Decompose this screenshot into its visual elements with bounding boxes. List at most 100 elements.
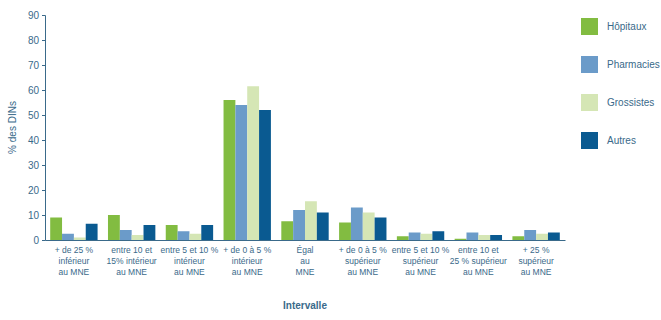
y-tick: 10 [28,210,45,221]
bar [293,210,305,240]
y-tick-label: 70 [28,60,40,71]
y-tick: 50 [28,110,45,121]
bar [397,236,409,240]
x-tick-label-line: entre 5 et 10 % [161,245,219,255]
y-tick: 70 [28,60,45,71]
bar [178,231,190,240]
x-axis-title: Intervalle [283,300,327,311]
x-tick-label-line: Égal [296,245,313,255]
bar [224,100,236,240]
x-tick: entre 10 et15% intérieurau MNE [107,240,157,277]
y-axis-line [42,16,46,241]
x-tick-label-line: + de 25 % [55,245,94,255]
bar [363,213,375,241]
bar [201,225,213,240]
x-tick: + 25 %supérieurau MNE [518,240,554,277]
bar [478,235,490,240]
x-tick-label-line: supérieur [345,256,381,266]
x-tick-label-line: intérieur [174,256,205,266]
y-tick-mark [42,190,45,191]
y-tick-label: 90 [28,10,40,21]
y-tick: 0 [33,235,45,246]
y-tick-mark [42,140,45,141]
bar [409,233,421,241]
bar [108,215,120,240]
bar [455,239,467,240]
y-tick-mark [42,240,45,241]
y-tick-mark [42,165,45,166]
x-tick-label-line: au MNE [116,267,147,277]
bar [281,221,293,240]
bar [512,236,524,240]
x-tick: + de 25 %inférieurau MNE [55,240,94,277]
x-tick-label-line: + de 0 à 5 % [223,245,271,255]
legend-label: Hôpitaux [607,21,646,32]
bar [524,230,536,240]
bar [375,218,387,241]
y-tick-mark [42,15,45,16]
bar [466,233,478,241]
y-tick-mark [42,90,45,91]
bar [166,225,178,240]
x-tick: + de 0 à 5 %intérieurau MNE [223,240,271,277]
bars [50,86,560,240]
bar [536,234,548,240]
y-axis-title: % des DINs [7,101,18,154]
x-axis: + de 25 %inférieurau MNEentre 10 et15% i… [46,240,566,277]
x-tick: + de 0 à 5 %supérieurau MNE [339,240,387,277]
chart: 0102030405060708090+ de 25 %inférieurau … [0,0,661,320]
x-tick-label-line: supérieur [403,256,439,266]
bar [50,218,62,241]
x-tick-label-line: au MNE [405,267,436,277]
bar [74,238,86,241]
bar [247,86,259,240]
bar [259,110,271,240]
y-axis: 0 10 20 30 40 50 60 70 80 90 [28,10,46,246]
y-tick-label: 60 [28,85,40,96]
x-tick-label: + de 0 à 5 %supérieurau MNE [339,245,387,277]
x-tick-label: ÉgalauMNE [296,245,315,277]
y-tick-label: 30 [28,160,40,171]
bar [339,223,351,241]
x-tick-label-line: au MNE [521,267,552,277]
y-tick-label: 80 [28,35,40,46]
y-tick-mark [42,65,45,66]
x-tick-label-line: 15% intérieur [107,256,157,266]
x-tick-label-line: + 25 % [523,245,550,255]
x-tick-label: + 25 %supérieurau MNE [518,245,554,277]
x-tick-label-line: 25 % supérieur [450,256,507,266]
y-tick-label: 0 [33,235,39,246]
x-tick-label-line: intérieur [232,256,263,266]
y-tick-mark [42,40,45,41]
x-tick-label-line: au MNE [347,267,378,277]
y-tick-label: 40 [28,135,40,146]
x-tick-label-line: au MNE [232,267,263,277]
y-tick-mark [42,115,45,116]
x-tick-label-line: au MNE [463,267,494,277]
x-tick: ÉgalauMNE [296,240,315,277]
bar [548,233,560,241]
bar [189,234,201,240]
x-tick-label-line: inférieur [59,256,90,266]
y-tick: 90 [28,10,45,21]
y-tick: 60 [28,85,45,96]
y-tick: 20 [28,185,45,196]
legend-swatch [581,132,598,149]
bar [351,208,363,241]
x-tick-label-line: au [300,256,310,266]
bar [132,235,144,240]
legend-label: Grossistes [607,97,654,108]
legend-label: Autres [607,135,636,146]
x-tick-label-line: au MNE [174,267,205,277]
x-tick-label: entre 10 et15% intérieurau MNE [107,245,157,277]
bar [305,201,317,240]
x-tick-label: + de 0 à 5 %intérieurau MNE [223,245,271,277]
x-tick: entre 5 et 10 %supérieurau MNE [392,240,450,277]
x-tick-label: entre 5 et 10 %intérieurau MNE [161,245,219,277]
legend-swatch [581,56,598,73]
bar [120,230,132,240]
x-axis-line [46,240,566,241]
x-tick-label: + de 25 %inférieurau MNE [55,245,94,277]
x-tick: entre 5 et 10 %intérieurau MNE [161,240,219,277]
y-tick-label: 20 [28,185,40,196]
